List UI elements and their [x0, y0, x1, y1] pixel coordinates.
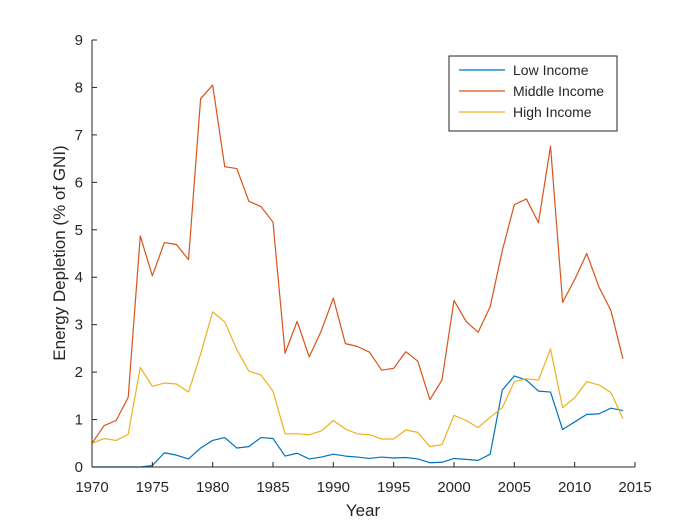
y-tick-label: 8	[75, 79, 83, 96]
series-line-high-income	[91, 311, 624, 448]
x-tick-label: 1970	[75, 479, 108, 496]
legend: Low Income Middle Income High Income	[448, 55, 618, 132]
axes-layer: 1970 1975 1980 1985 1990 1995 2000 2005 2010 2015…	[75, 32, 652, 496]
series-line-middle-income	[91, 84, 624, 444]
legend-label-high-income: High Income	[513, 104, 592, 120]
legend-box	[448, 55, 618, 132]
series-layer	[91, 84, 624, 468]
x-tick-label: 1985	[256, 479, 289, 496]
y-tick-label: 6	[75, 174, 83, 191]
y-tick-label: 2	[75, 364, 83, 381]
x-tick-label: 2000	[437, 479, 470, 496]
legend-label-low-income: Low Income	[513, 62, 589, 78]
x-tick-label: 2015	[618, 479, 651, 496]
y-tick-label: 9	[75, 32, 83, 49]
x-tick-label: 1980	[196, 479, 229, 496]
y-tick-label: 5	[75, 222, 83, 239]
y-tick-label: 4	[75, 269, 83, 286]
y-axis-label: Energy Depletion (% of GNI)	[50, 145, 69, 360]
y-tick-label: 0	[75, 459, 83, 476]
x-tick-label: 2010	[558, 479, 591, 496]
x-tick-label: 1975	[136, 479, 169, 496]
y-tick-label: 1	[75, 412, 83, 429]
series-line-low-income	[92, 375, 624, 468]
x-axis-label: Year	[346, 501, 381, 520]
x-tick-label: 2005	[498, 479, 531, 496]
x-tick-label: 1995	[377, 479, 410, 496]
x-tick-label: 1990	[317, 479, 350, 496]
legend-label-middle-income: Middle Income	[513, 83, 604, 99]
y-tick-label: 3	[75, 317, 83, 334]
y-tick-label: 7	[75, 127, 83, 144]
